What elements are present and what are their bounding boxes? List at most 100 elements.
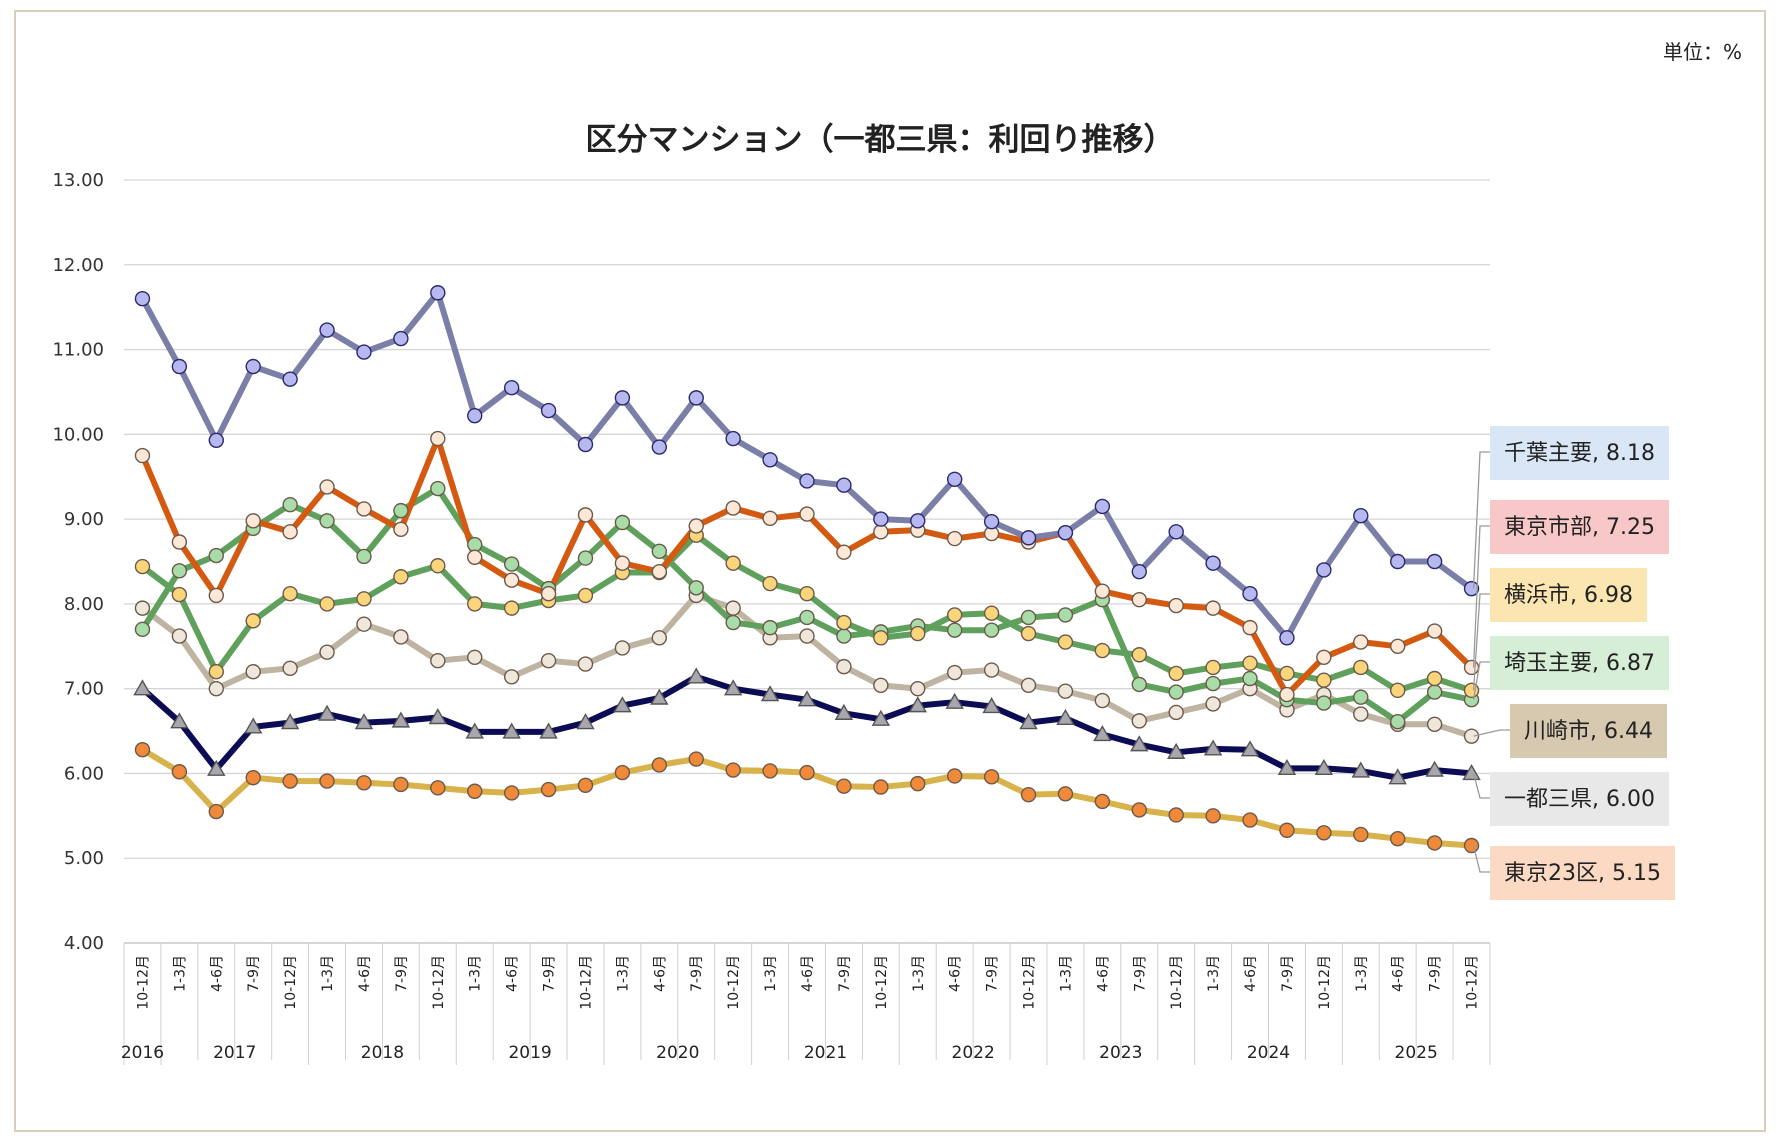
data-point-川崎市: [910, 680, 926, 697]
data-point-千葉主要: [762, 452, 778, 468]
data-point-千葉主要: [503, 380, 520, 396]
data-point-一都三県: [354, 713, 374, 730]
data-point-一都三県: [576, 713, 595, 730]
data-point-川崎市: [134, 600, 151, 616]
data-point-東京市部: [836, 544, 852, 560]
data-point-埼玉主要: [1131, 676, 1147, 693]
x-tick-label: 4-6月: [1391, 955, 1407, 992]
data-point-東京23区: [282, 773, 298, 789]
data-point-一都三県: [760, 685, 780, 702]
data-point-千葉主要: [910, 513, 926, 529]
data-point-川崎市: [540, 652, 557, 669]
data-point-横浜市: [282, 586, 298, 602]
x-tick-label: 10-12月: [1317, 955, 1333, 1010]
x-tick-label: 10-12月: [1022, 955, 1038, 1010]
x-tick-label: 7-9月: [246, 955, 262, 992]
data-point-横浜市: [1020, 625, 1037, 642]
data-point-横浜市: [245, 613, 261, 629]
data-point-東京市部: [430, 430, 446, 447]
data-point-千葉主要: [1057, 524, 1074, 541]
data-point-東京23区: [245, 769, 261, 786]
data-point-横浜市: [1353, 659, 1369, 676]
data-point-東京23区: [688, 751, 704, 767]
unit-label: 単位：%: [1662, 40, 1742, 64]
data-point-川崎市: [725, 600, 741, 616]
series-label-text: 横浜市, 6.98: [1504, 583, 1633, 608]
data-point-川崎市: [503, 669, 520, 685]
data-point-横浜市: [503, 600, 520, 616]
y-tick-label: 9.00: [64, 509, 104, 530]
data-point-一都三県: [1314, 758, 1334, 776]
data-point-埼玉主要: [836, 628, 852, 644]
data-point-東京23区: [762, 763, 778, 779]
series-label-text: 一都三県, 6.00: [1504, 787, 1655, 812]
series-label-bg: [1490, 636, 1669, 690]
series-label-bg: [1510, 704, 1667, 758]
series-label-text: 川崎市, 6.44: [1524, 719, 1653, 744]
data-point-川崎市: [983, 662, 1000, 678]
data-point-横浜市: [799, 586, 815, 602]
data-point-東京23区: [577, 777, 594, 794]
data-point-川崎市: [1463, 728, 1480, 744]
x-tick-label: 7-9月: [1280, 955, 1296, 992]
data-point-川崎市: [467, 649, 483, 665]
data-point-埼玉主要: [1205, 675, 1221, 692]
data-point-埼玉主要: [1353, 689, 1369, 705]
data-point-千葉主要: [430, 285, 446, 301]
data-point-一都三県: [1056, 708, 1075, 726]
data-point-埼玉主要: [430, 480, 446, 497]
data-point-一都三県: [1166, 742, 1186, 759]
data-point-横浜市: [873, 630, 889, 646]
data-point-東京市部: [1426, 623, 1443, 639]
data-point-千葉主要: [1353, 508, 1369, 524]
data-point-川崎市: [577, 656, 594, 672]
data-point-東京23区: [1279, 822, 1295, 838]
data-point-川崎市: [1353, 706, 1369, 722]
data-point-東京市部: [540, 586, 557, 602]
data-point-千葉主要: [245, 358, 261, 375]
data-point-埼玉主要: [577, 550, 594, 566]
data-point-埼玉主要: [1426, 684, 1443, 700]
data-point-千葉主要: [725, 430, 741, 447]
x-tick-label: 1-3月: [615, 955, 631, 992]
data-point-横浜市: [762, 575, 778, 592]
data-point-埼玉主要: [1020, 609, 1037, 626]
data-point-東京市部: [799, 506, 815, 522]
data-point-川崎市: [171, 628, 188, 644]
data-point-東京市部: [873, 524, 889, 540]
data-point-東京23区: [614, 764, 631, 781]
data-point-横浜市: [946, 607, 963, 623]
data-point-埼玉主要: [282, 496, 298, 513]
data-point-一都三県: [1277, 758, 1297, 776]
data-point-東京23区: [1131, 802, 1147, 818]
y-tick-label: 11.00: [52, 340, 104, 361]
data-point-川崎市: [393, 629, 409, 645]
data-point-千葉主要: [799, 473, 815, 489]
data-point-一都三県: [871, 709, 891, 726]
data-point-横浜市: [319, 596, 335, 612]
y-tick-label: 13.00: [52, 170, 104, 191]
data-point-東京23区: [1463, 837, 1480, 854]
data-point-千葉主要: [1426, 553, 1443, 570]
data-point-一都三県: [1203, 739, 1223, 756]
y-tick-label: 12.00: [52, 255, 104, 276]
series-label-box: 川崎市, 6.44: [1510, 704, 1667, 758]
data-point-横浜市: [1390, 682, 1406, 699]
x-tick-label: 7-9月: [1132, 955, 1148, 992]
x-tick-label: 10-12月: [874, 955, 890, 1010]
data-point-一都三県: [1240, 740, 1260, 757]
series-line-埼玉主要: [139, 485, 1475, 725]
data-point-東京23区: [725, 762, 741, 778]
data-point-川崎市: [356, 616, 372, 632]
data-point-東京23区: [393, 776, 409, 793]
data-point-千葉主要: [356, 344, 372, 360]
data-point-埼玉主要: [1168, 684, 1184, 700]
series-label-bg: [1490, 568, 1647, 622]
data-point-埼玉主要: [319, 513, 335, 529]
series-labels: 千葉主要, 8.18 東京市部, 7.25 横浜市, 6.98 埼玉主要, 6.87 川…: [1490, 426, 1675, 900]
x-tick-label: 4-6月: [1095, 955, 1111, 992]
year-label: 2016: [121, 1043, 164, 1063]
x-tick-label: 10-12月: [726, 955, 742, 1010]
year-label: 2017: [213, 1043, 256, 1063]
